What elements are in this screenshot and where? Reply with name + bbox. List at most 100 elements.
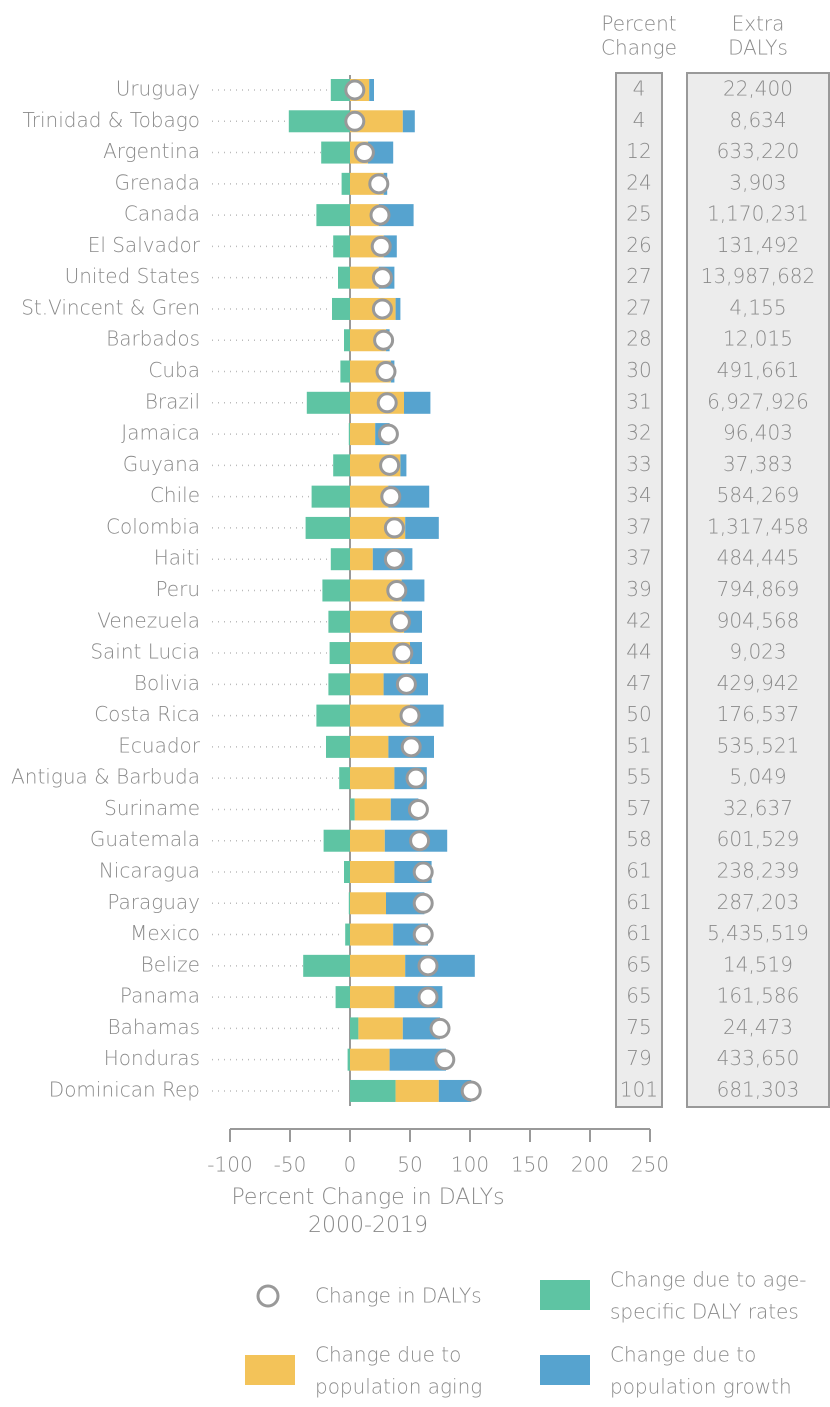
percent-change: 55 [626, 765, 651, 789]
change-marker [412, 892, 434, 914]
bar-segment [328, 673, 350, 696]
x-axis-title: 2000-2019 [308, 1213, 428, 1238]
percent-change: 4 [633, 108, 646, 132]
bar-segment [321, 141, 350, 164]
percent-change: 24 [626, 170, 651, 194]
extra-dalys: 429,942 [717, 671, 800, 695]
extra-dalys: 14,519 [723, 952, 793, 976]
percent-change: 51 [626, 733, 651, 757]
country-label: Colombia [106, 514, 200, 538]
extra-dalys: 681,303 [717, 1077, 800, 1101]
bar-segment [405, 516, 439, 539]
bar-segment [350, 485, 389, 508]
extra-dalys: 3,903 [729, 170, 786, 194]
percent-change: 61 [626, 921, 651, 945]
change-marker [429, 1017, 451, 1039]
bar-segment [344, 861, 350, 883]
change-marker [417, 986, 439, 1008]
bar-segment [350, 923, 394, 946]
country-label: Chile [150, 483, 200, 507]
bar-segment [341, 172, 350, 195]
bar-segment [330, 548, 350, 571]
bar-segment [333, 235, 350, 258]
percent-change: 42 [626, 608, 651, 632]
bar-segment [329, 642, 350, 665]
percent-change: 65 [626, 952, 651, 976]
country-label: Costa Rica [94, 702, 200, 726]
bar-segment [311, 485, 350, 508]
bar-segment [347, 1048, 350, 1071]
change-marker [375, 361, 397, 383]
percent-change: 34 [626, 483, 651, 507]
bar-segment [350, 735, 389, 758]
x-tick-label: 50 [397, 1153, 422, 1177]
change-marker [395, 673, 417, 695]
percent-change: 79 [626, 1046, 651, 1070]
bar-segment [323, 829, 350, 852]
country-label: Bolivia [134, 671, 200, 695]
column-header: Extra [732, 12, 785, 36]
bar-segment [330, 79, 350, 101]
extra-dalys: 96,403 [723, 421, 793, 445]
change-marker [353, 142, 375, 164]
bar-segment [369, 79, 374, 101]
bar-segment [350, 1017, 359, 1040]
change-marker [386, 579, 408, 601]
country-label: Saint Lucia [90, 640, 200, 664]
legend-marker [256, 1284, 280, 1308]
percent-change: 47 [626, 671, 651, 695]
bar-segment [328, 610, 350, 633]
bar-segment [395, 1079, 439, 1102]
percent-change: 27 [626, 264, 651, 288]
change-marker [371, 267, 393, 289]
extra-dalys: 433,650 [717, 1046, 800, 1070]
bar-segment [350, 986, 395, 1009]
percent-change: 61 [626, 890, 651, 914]
bar-segment [395, 297, 401, 320]
change-marker [392, 642, 414, 664]
percent-change: 61 [626, 859, 651, 883]
change-marker [383, 517, 405, 539]
bar-segment [350, 610, 404, 633]
percent-change: 101 [620, 1077, 658, 1101]
percent-change: 33 [626, 452, 651, 476]
country-label: El Salvador [88, 233, 201, 257]
change-marker [380, 486, 402, 508]
legend-label: Change due to [315, 1343, 461, 1367]
country-label: Paraguay [107, 890, 200, 914]
x-tick-label: 200 [571, 1153, 609, 1177]
bar-segment [350, 423, 376, 446]
percent-change: 37 [626, 546, 651, 570]
country-label: Belize [141, 952, 200, 976]
percent-change: 31 [626, 389, 651, 413]
column-header: Change [601, 36, 677, 60]
bar-segment [350, 767, 395, 790]
extra-dalys: 535,521 [717, 733, 800, 757]
country-label: Argentina [103, 139, 200, 163]
country-label: Dominican Rep [49, 1077, 200, 1101]
bar-segment [350, 1048, 390, 1071]
bar-segment [405, 954, 475, 977]
extra-dalys: 161,586 [717, 984, 800, 1008]
bar-segment [401, 579, 425, 602]
bar-segment [350, 548, 373, 571]
change-marker [369, 204, 391, 226]
legend-swatch [245, 1355, 295, 1385]
change-marker [344, 79, 366, 101]
bar-segment [322, 579, 350, 602]
country-label: Mexico [130, 921, 200, 945]
change-marker [434, 1049, 456, 1071]
country-label: Guatemala [90, 827, 200, 851]
extra-dalys: 13,987,682 [701, 264, 816, 288]
country-label: Ecuador [118, 733, 200, 757]
extra-dalys: 22,400 [723, 77, 793, 101]
percent-change: 37 [626, 514, 651, 538]
percent-change: 12 [626, 139, 651, 163]
legend-label: Change in DALYs [315, 1284, 482, 1308]
extra-dalys: 601,529 [717, 827, 800, 851]
bar-segment [344, 329, 350, 352]
bar-segment [335, 986, 350, 1009]
country-label: Trinidad & Tobago [23, 108, 201, 132]
country-label: Nicaragua [99, 859, 200, 883]
country-label: Uruguay [116, 77, 200, 101]
